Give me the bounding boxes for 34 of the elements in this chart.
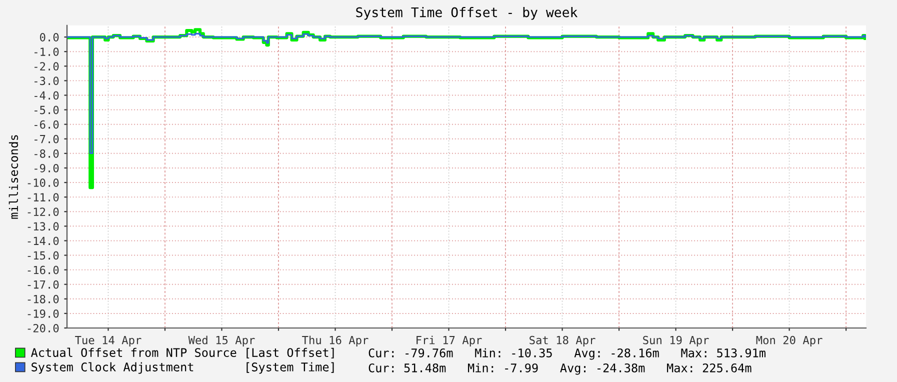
y-tick-label: -3.0: [34, 76, 59, 86]
y-tick-label: -6.0: [34, 120, 59, 129]
y-tick-label: -8.0: [34, 149, 59, 158]
y-tick-label: -16.0: [28, 266, 59, 274]
x-tick-label: Tue 14 Apr: [75, 336, 142, 346]
y-tick-label: -20.0: [28, 324, 59, 332]
text: Cur: 51.48m Min: -7.99 Avg: -24.38m Max: 225.64m: [368, 363, 752, 375]
text: Cur: -79.76m Min: -10.35 Avg: -28.16m Max: 513.91m: [368, 348, 766, 360]
y-tick-label: -12.0: [28, 208, 59, 216]
x-tick-label: Mon 20 Apr: [756, 336, 822, 346]
chart-title: System Time Offset - by week: [356, 7, 578, 20]
y-tick-label: -13.0: [28, 222, 59, 231]
y-axis-title: milliseconds: [8, 135, 18, 219]
x-tick-label: Fri 17 Apr: [416, 336, 482, 346]
legend-label: System Clock Adjustment [System Time]: [32, 362, 334, 374]
x-tick-label: Thu 16 Apr: [302, 336, 368, 346]
y-tick-label: -1.0: [34, 48, 59, 56]
y-tick-label: -19.0: [28, 309, 59, 318]
y-tick-label: -9.0: [34, 164, 59, 172]
y-tick-label: -4.0: [34, 91, 59, 100]
x-tick-label: Wed 15 Apr: [188, 336, 255, 346]
y-tick-label: 0.0: [40, 33, 59, 42]
y-tick-label: -11.0: [28, 193, 59, 202]
y-tick-label: -7.0: [34, 134, 59, 144]
legend-label: Actual Offset from NTP Source [Last Offset]: [31, 348, 334, 358]
y-tick-label: -17.0: [28, 280, 59, 289]
y-tick-label: -10.0: [28, 178, 59, 187]
y-tick-label: -2.0: [34, 62, 59, 71]
y-tick-label: -5.0: [34, 106, 59, 114]
y-tick-label: -15.0: [28, 251, 59, 260]
y-tick-label: -18.0: [28, 294, 59, 304]
x-tick-label: Sun 19 Apr: [643, 336, 709, 346]
y-tick-label: -14.0: [28, 236, 59, 246]
x-tick-label: Sat 18 Apr: [530, 336, 596, 346]
